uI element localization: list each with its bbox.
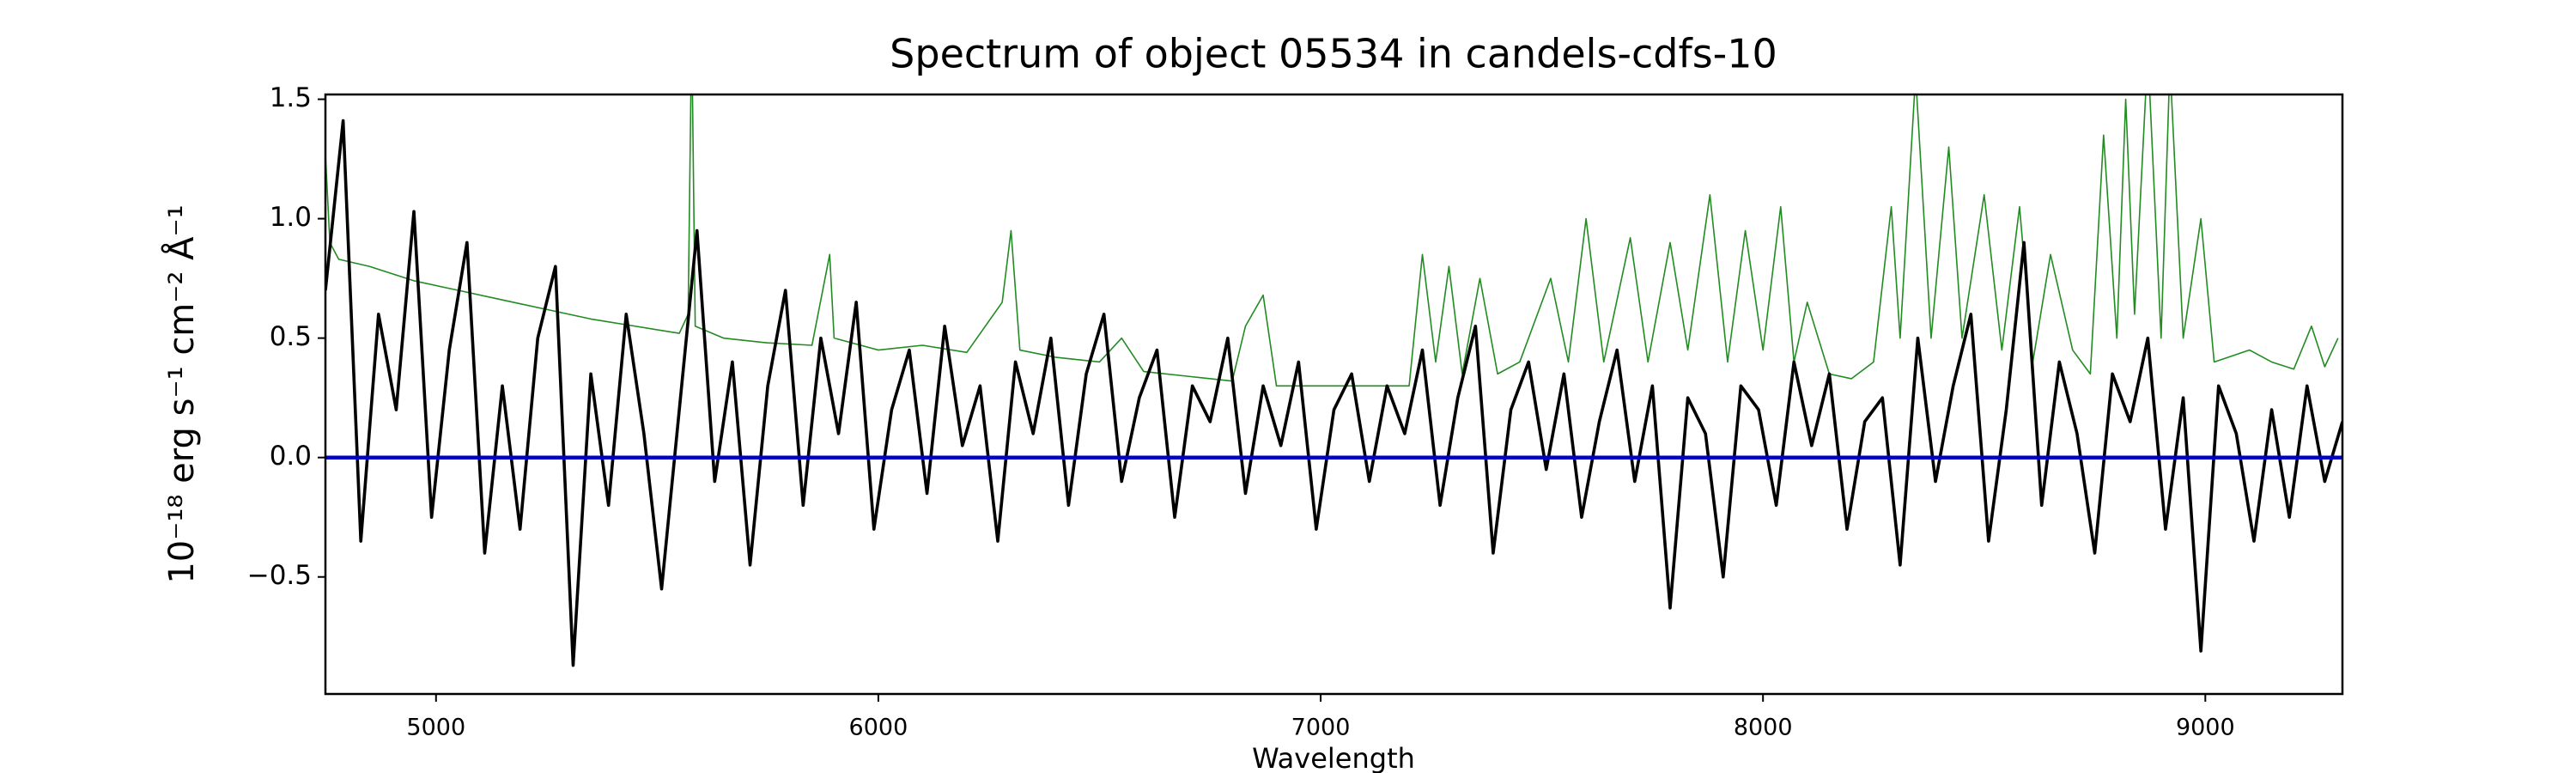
plot-frame xyxy=(324,93,2344,696)
x-tick-label: 7000 xyxy=(1291,715,1351,741)
y-tick-label: 1.5 xyxy=(270,82,312,113)
series-line xyxy=(325,119,2342,667)
y-tick-label: 0.5 xyxy=(270,321,312,352)
y-axis-label: 10⁻¹⁸ erg s⁻¹ cm⁻² Å⁻¹ xyxy=(161,204,202,583)
x-tick-label: 5000 xyxy=(406,715,465,741)
y-tick-label: 0.0 xyxy=(270,441,312,472)
plot-area xyxy=(325,94,2342,667)
x-tick-label: 9000 xyxy=(2176,715,2235,741)
x-tick-label: 6000 xyxy=(849,715,908,741)
x-axis-label: Wavelength xyxy=(1252,742,1415,773)
y-tick-label: 1.0 xyxy=(270,202,312,233)
series-line xyxy=(325,94,2339,387)
chart-title: Spectrum of object 05534 in candels-cdfs… xyxy=(890,31,1777,77)
x-tick-label: 8000 xyxy=(1734,715,1793,741)
y-tick-label: −0.5 xyxy=(247,560,312,591)
